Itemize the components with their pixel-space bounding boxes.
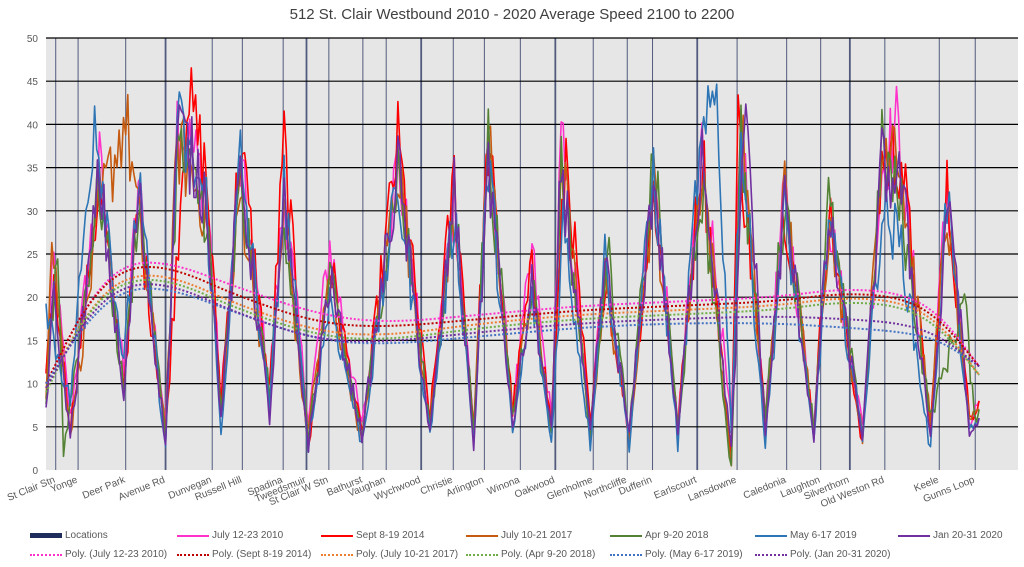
y-tick-label: 20 — [27, 293, 39, 304]
legend-label: Jan 20-31 2020 — [933, 530, 1003, 541]
legend-label: July 10-21 2017 — [501, 530, 573, 541]
y-tick-label: 15 — [27, 336, 39, 347]
legend-item: Poly. (July 12-23 2010) — [30, 549, 167, 560]
y-tick-label: 10 — [27, 380, 39, 391]
trendline — [45, 265, 980, 385]
legend-label: Apr 9-20 2018 — [645, 530, 709, 541]
legend-swatch — [610, 553, 642, 556]
legend-swatch — [898, 534, 930, 537]
legend-swatch — [466, 553, 498, 556]
legend-label: July 12-23 2010 — [212, 530, 284, 541]
legend-swatch — [30, 553, 62, 556]
legend-swatch — [321, 553, 353, 556]
legend-item: July 12-23 2010 — [177, 530, 283, 541]
legend-item: Locations — [30, 530, 108, 541]
legend-item: Apr 9-20 2018 — [610, 530, 708, 541]
legend-label: Poly. (Jan 20-31 2020) — [790, 549, 891, 560]
y-tick-label: 0 — [32, 466, 38, 477]
trendline — [45, 287, 980, 385]
y-tick-label: 25 — [27, 250, 39, 261]
legend-label: Sept 8-19 2014 — [356, 530, 425, 541]
x-tick-label: St Clair Stn — [6, 475, 57, 504]
y-tick-label: 35 — [27, 164, 39, 175]
legend-item: Jan 20-31 2020 — [898, 530, 1003, 541]
legend-item: Poly. (Sept 8-19 2014) — [177, 549, 311, 560]
y-tick-label: 30 — [27, 207, 39, 218]
y-tick-label: 40 — [27, 120, 39, 131]
legend-swatch — [610, 534, 642, 537]
y-tick-label: 5 — [32, 423, 38, 434]
legend-swatch — [30, 533, 62, 538]
legend-label: Locations — [65, 530, 108, 541]
legend-label: Poly. (July 12-23 2010) — [65, 549, 168, 560]
legend-swatch — [755, 553, 787, 556]
y-tick-label: 45 — [27, 77, 39, 88]
legend-swatch — [321, 534, 353, 537]
legend-swatch — [466, 534, 498, 537]
legend-swatch — [177, 553, 209, 556]
legend-label: Poly. (July 10-21 2017) — [356, 549, 459, 560]
legend-item: Poly. (July 10-21 2017) — [321, 549, 458, 560]
legend-swatch — [177, 534, 209, 537]
legend-label: Poly. (May 6-17 2019) — [645, 549, 743, 560]
legend-item: Poly. (Jan 20-31 2020) — [755, 549, 890, 560]
legend-label: May 6-17 2019 — [790, 530, 857, 541]
chart-title: 512 St. Clair Westbound 2010 - 2020 Aver… — [289, 6, 735, 23]
trendline — [45, 274, 980, 389]
legend-item: Sept 8-19 2014 — [321, 530, 424, 541]
legend-label: Poly. (Apr 9-20 2018) — [501, 549, 596, 560]
legend-item: Poly. (Apr 9-20 2018) — [466, 549, 595, 560]
legend-item: May 6-17 2019 — [755, 530, 857, 541]
legend-label: Poly. (Sept 8-19 2014) — [212, 549, 312, 560]
legend-item: Poly. (May 6-17 2019) — [610, 549, 743, 560]
legend-item: July 10-21 2017 — [466, 530, 572, 541]
series-line — [45, 103, 980, 453]
legend-swatch — [755, 534, 787, 537]
y-tick-label: 50 — [27, 34, 39, 45]
